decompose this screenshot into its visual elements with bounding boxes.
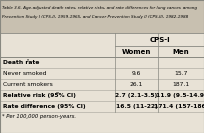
Text: Table 3.6. Age-adjusted death rates, relative risks, and rate differences for lu: Table 3.6. Age-adjusted death rates, rel…	[2, 6, 197, 10]
Bar	[0, 33, 115, 46]
Text: 11.9 (9.5-14.9): 11.9 (9.5-14.9)	[156, 93, 204, 98]
Bar	[115, 33, 204, 46]
Bar	[0, 33, 204, 133]
Text: 16.5 (11-22): 16.5 (11-22)	[116, 104, 157, 109]
Text: 2.7 (2.1-3.5): 2.7 (2.1-3.5)	[115, 93, 158, 98]
Text: Never smoked: Never smoked	[3, 71, 47, 76]
Bar	[0, 0, 204, 33]
Text: Death rate: Death rate	[3, 60, 39, 65]
Text: Women: Women	[122, 49, 151, 55]
Text: 15.7: 15.7	[174, 71, 188, 76]
Text: 171.4 (157-186): 171.4 (157-186)	[154, 104, 204, 109]
Text: Men: Men	[173, 49, 189, 55]
Text: * Per 100,000 person-years.: * Per 100,000 person-years.	[2, 114, 76, 119]
Text: 9.6: 9.6	[132, 71, 141, 76]
Text: 26.1: 26.1	[130, 82, 143, 87]
Text: CPS-I: CPS-I	[149, 36, 170, 43]
Text: **: **	[56, 91, 60, 95]
Text: *: *	[27, 58, 29, 62]
Text: Rate difference (95% CI): Rate difference (95% CI)	[3, 104, 86, 109]
Text: Current smokers: Current smokers	[3, 82, 53, 87]
Text: Prevention Study I (CPS-I), 1959-1965, and Cancer Prevention Study II (CPS-II), : Prevention Study I (CPS-I), 1959-1965, a…	[2, 15, 188, 19]
Text: Relative risk (95% CI): Relative risk (95% CI)	[3, 93, 76, 98]
Text: 187.1: 187.1	[172, 82, 190, 87]
